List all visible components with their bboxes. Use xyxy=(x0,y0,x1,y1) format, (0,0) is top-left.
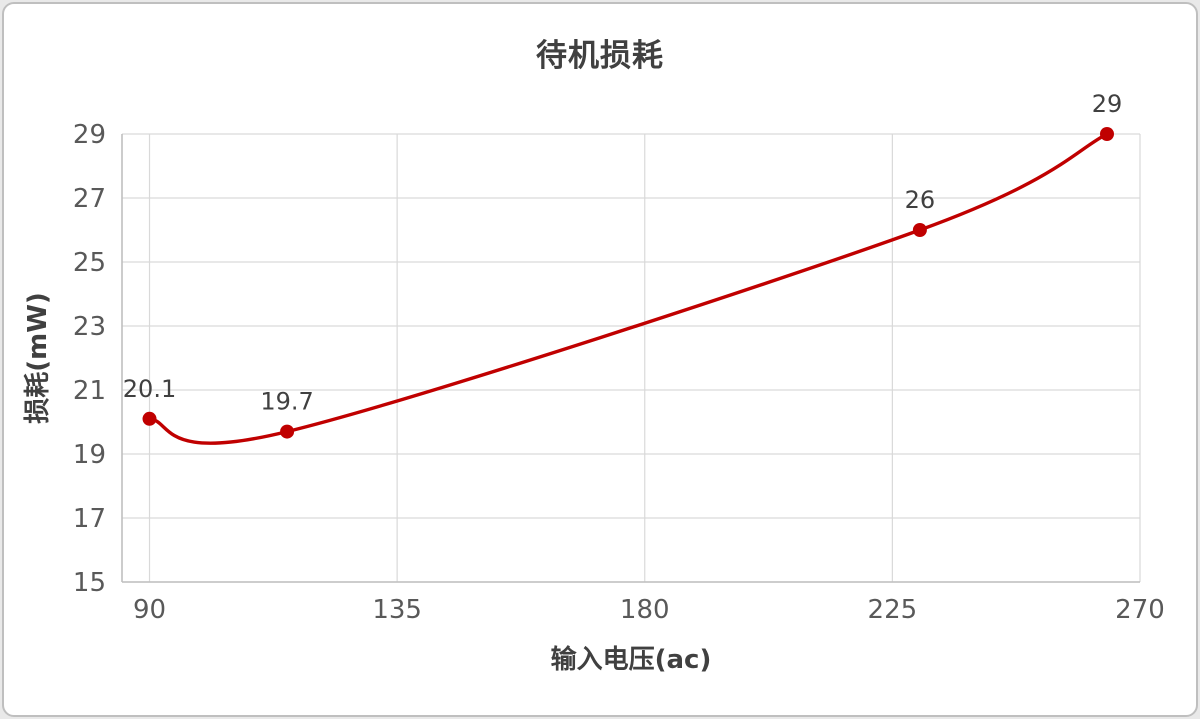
x-tick-label: 180 xyxy=(620,595,670,625)
y-tick-label: 23 xyxy=(73,312,106,342)
x-tick-label: 225 xyxy=(868,595,918,625)
y-tick-label: 27 xyxy=(73,184,106,214)
y-tick-label: 15 xyxy=(73,568,106,598)
x-tick-label: 135 xyxy=(372,595,422,625)
y-tick-label: 17 xyxy=(73,504,106,534)
data-point-label: 20.1 xyxy=(123,375,176,403)
data-point-label: 29 xyxy=(1092,90,1123,118)
x-axis-title: 输入电压(ac) xyxy=(551,644,712,675)
y-tick-label: 21 xyxy=(73,376,106,406)
data-point-marker xyxy=(1099,127,1114,141)
chart-title: 待机损耗 xyxy=(536,38,664,74)
x-tick-label: 90 xyxy=(133,595,166,625)
series-line xyxy=(147,132,1109,445)
data-point-label: 19.7 xyxy=(260,388,313,416)
y-tick-label: 29 xyxy=(73,120,106,150)
x-tick-label: 270 xyxy=(1115,595,1165,625)
y-tick-label: 25 xyxy=(73,248,106,278)
y-axis-title: 损耗(mW) xyxy=(23,292,53,424)
data-point-label: 26 xyxy=(905,186,936,214)
y-tick-label: 19 xyxy=(73,440,106,470)
data-point-marker xyxy=(280,424,295,439)
data-point-marker xyxy=(912,223,927,237)
data-point-marker xyxy=(142,411,157,426)
line-chart: 15 17 19 21 23 25 27 29 90 135 180 225 270 20.1 19.7 26… xyxy=(23,90,1165,675)
